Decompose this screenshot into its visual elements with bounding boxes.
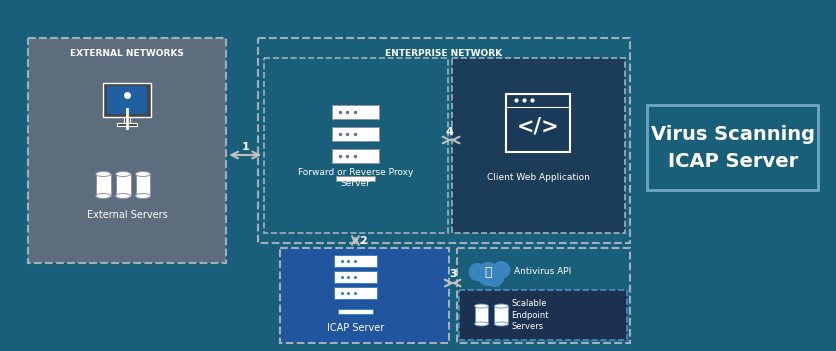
Ellipse shape (494, 322, 508, 326)
FancyBboxPatch shape (647, 105, 818, 190)
Bar (334, 255, 377, 267)
Circle shape (469, 263, 487, 281)
Text: Forward or Reverse Proxy
Server: Forward or Reverse Proxy Server (298, 167, 413, 188)
Text: ENTERPRISE NETWORK: ENTERPRISE NETWORK (385, 49, 502, 59)
Bar (332, 149, 380, 163)
Bar (335, 176, 375, 181)
Ellipse shape (135, 172, 150, 177)
Bar (115, 174, 130, 196)
Bar (124, 117, 130, 123)
Bar (117, 123, 137, 126)
Bar (96, 174, 110, 196)
Ellipse shape (135, 193, 150, 199)
Circle shape (485, 267, 504, 287)
Ellipse shape (475, 322, 488, 326)
Bar (475, 306, 488, 324)
Circle shape (477, 262, 501, 286)
Text: ICAP Server: ICAP Server (327, 323, 384, 333)
Ellipse shape (475, 304, 488, 308)
FancyBboxPatch shape (280, 248, 449, 343)
Bar (494, 306, 508, 324)
Circle shape (492, 261, 510, 279)
Text: 1: 1 (242, 142, 249, 152)
Text: 2: 2 (359, 236, 367, 246)
FancyBboxPatch shape (28, 38, 227, 263)
Bar (334, 271, 377, 283)
Text: 3: 3 (449, 269, 456, 279)
Text: Virus Scanning
ICAP Server: Virus Scanning ICAP Server (650, 125, 814, 171)
FancyBboxPatch shape (451, 58, 625, 233)
Bar (334, 287, 377, 299)
Ellipse shape (115, 172, 130, 177)
Text: ⚿: ⚿ (485, 266, 492, 279)
FancyBboxPatch shape (459, 290, 628, 340)
Bar (338, 309, 374, 314)
Bar (104, 83, 151, 117)
Bar (332, 127, 380, 141)
Text: External Servers: External Servers (87, 210, 167, 220)
Bar (332, 105, 380, 119)
Text: Client Web Application: Client Web Application (487, 173, 589, 183)
Bar (135, 174, 150, 196)
Text: 4: 4 (446, 127, 454, 137)
Bar (107, 86, 147, 114)
Bar (507, 94, 570, 152)
Text: Scalable
Endpoint
Servers: Scalable Endpoint Servers (512, 299, 548, 331)
Text: Antivirus API: Antivirus API (514, 267, 572, 277)
Ellipse shape (96, 193, 110, 199)
Ellipse shape (96, 172, 110, 177)
Text: </>: </> (517, 116, 559, 136)
Ellipse shape (115, 193, 130, 199)
Text: EXTERNAL NETWORKS: EXTERNAL NETWORKS (70, 49, 184, 59)
Ellipse shape (494, 304, 508, 308)
